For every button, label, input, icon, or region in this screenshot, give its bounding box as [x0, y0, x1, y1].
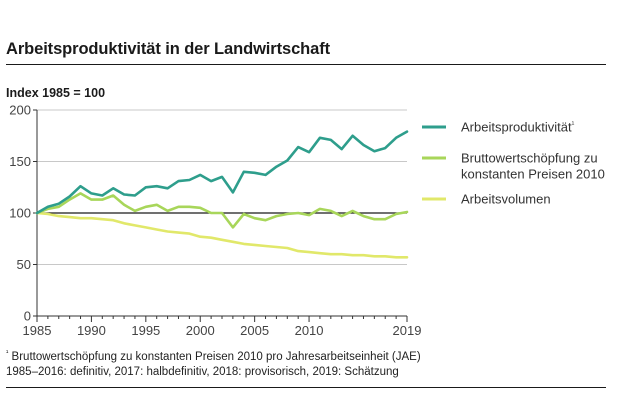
chart-title: Arbeitsproduktivität in der Landwirtscha… [6, 40, 331, 58]
y-tick-label-0: 0 [24, 309, 31, 324]
x-tick-label-2000: 2000 [186, 323, 215, 338]
legend-label-bruttowertschoepfung-line-1: Bruttowertschöpfung zu [461, 151, 598, 166]
x-tick-label-1985: 1985 [23, 323, 52, 338]
x-tick-label-1995: 1995 [131, 323, 160, 338]
y-tick-label-150: 150 [9, 154, 31, 169]
y-tick-label-100: 100 [9, 206, 31, 221]
series-line-arbeitsvolumen [35, 211, 409, 259]
title-rule [6, 64, 606, 65]
footnote-1: ¹ Bruttowertschöpfung zu konstanten Prei… [6, 350, 421, 363]
x-tick-label-2019: 2019 [393, 323, 422, 338]
legend: Arbeitsproduktivität¹ Bruttowertschöpfung… [422, 120, 605, 207]
legend-footnote-marker: ¹ [572, 120, 575, 129]
axes [33, 109, 408, 322]
legend-label-bruttowertschoepfung-line-2: konstanten Preisen 2010 [461, 167, 605, 182]
x-tick-label-1990: 1990 [77, 323, 106, 338]
footnote-1-marker: ¹ [6, 350, 9, 357]
x-tick-label-2010: 2010 [295, 323, 324, 338]
y-tick-label-200: 200 [9, 103, 31, 118]
bottom-rule [6, 387, 606, 388]
y-axis-subtitle: Index 1985 = 100 [6, 86, 106, 100]
series-line-bruttowertschoepfung [35, 192, 409, 229]
footnote-1-text: Bruttowertschöpfung zu konstanten Preise… [11, 350, 421, 363]
tick-labels: 1985 1990 1995 2000 2005 2010 2019 0 50 100 150 200 [9, 103, 421, 339]
legend-label-arbeitsvolumen: Arbeitsvolumen [461, 192, 551, 207]
grid-lines [37, 109, 407, 265]
series-lines [35, 130, 409, 259]
y-tick-label-50: 50 [17, 257, 31, 272]
footnote-2: 1985–2016: definitiv, 2017: halbdefiniti… [6, 366, 399, 378]
legend-label-arbeitsproduktivitaet: Arbeitsproduktivität¹ [461, 120, 575, 135]
series-line-arbeitsproduktivitaet [35, 130, 409, 215]
x-tick-label-2005: 2005 [240, 323, 269, 338]
